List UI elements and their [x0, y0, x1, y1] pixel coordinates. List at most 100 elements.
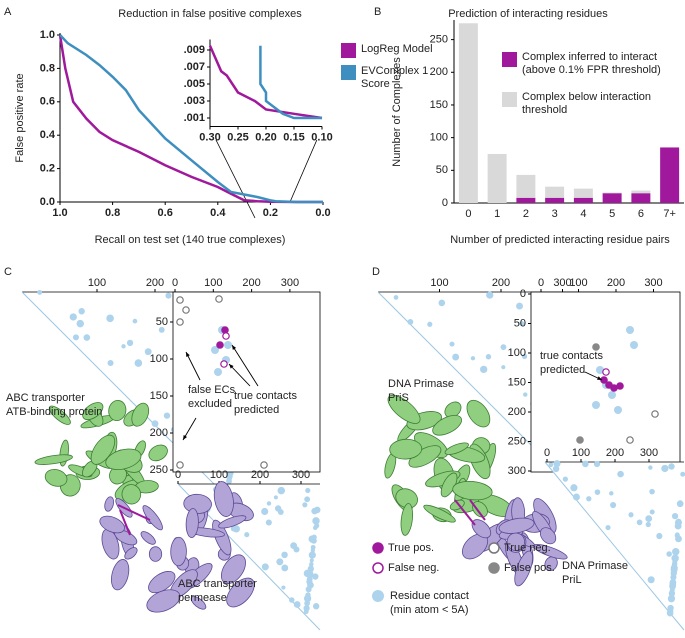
arrow-head [183, 435, 188, 440]
contact-dot [276, 558, 284, 566]
annotation: true contacts [234, 390, 297, 402]
contact-dot [570, 484, 578, 492]
protein-helix [389, 438, 423, 460]
legend-label: Residue contact [390, 590, 469, 602]
contact-dot [656, 532, 663, 540]
legend-label-box: Complex below interaction threshold [522, 91, 652, 116]
protein-helix [226, 577, 255, 608]
contact-dot [165, 292, 172, 299]
protein-helix [121, 484, 142, 505]
contact-dot [480, 365, 488, 374]
bar [602, 193, 622, 203]
contact-dot [594, 489, 601, 495]
y-tick-label: 0.2 [40, 163, 55, 175]
contact-dot [308, 551, 316, 559]
map-tick-label: 100 [150, 353, 168, 365]
inset-bg [186, 38, 326, 140]
contact-marker [176, 461, 184, 469]
contact-dot [649, 488, 655, 495]
series-line [59, 34, 323, 204]
contact-dot [158, 326, 165, 333]
contact-dot [628, 512, 634, 518]
contact-dot [553, 460, 561, 468]
protein-helix [472, 501, 488, 518]
legend-label: Complex below interaction threshold [522, 91, 652, 116]
contact-dot [106, 314, 114, 323]
contact-dot [72, 334, 79, 341]
arrow-head [229, 364, 234, 369]
map-tick-label: 300 [281, 277, 299, 289]
y-tick-label: 50 [436, 164, 448, 176]
bar [573, 188, 593, 198]
contact-dot [37, 289, 43, 295]
map-tick-label: 200 [607, 277, 625, 289]
protein-helix [220, 554, 246, 585]
protein-label: ABC transporter [6, 392, 85, 404]
contact-dot [596, 366, 604, 374]
protein-helix [34, 454, 73, 465]
legend-marker [488, 542, 500, 554]
contact-marker [215, 295, 223, 303]
annotation: excluded [188, 398, 232, 410]
contact-dot [265, 519, 272, 526]
protein-helix [140, 531, 156, 545]
contact-dot [312, 603, 320, 610]
bar [458, 23, 478, 204]
map-tick-label: 200 [606, 447, 624, 459]
bar [602, 192, 622, 194]
contact-marker [176, 296, 184, 304]
annotation: predicted [234, 404, 279, 416]
contact-dot [69, 313, 77, 321]
x-tick-label: 2 [523, 208, 529, 220]
contact-dot [548, 462, 554, 468]
contact-dot [661, 464, 669, 473]
map-tick-label: 300 [644, 277, 662, 289]
protein-label: ATB-binding protein [6, 406, 102, 418]
protein-helix [514, 550, 534, 587]
contact-dot [261, 507, 269, 515]
legend-label: False pos. [504, 562, 555, 574]
map-tick-label: 100 [210, 469, 228, 481]
contact-marker [592, 343, 600, 351]
contact-marker [651, 410, 659, 418]
map-tick-label: 200 [492, 277, 510, 289]
contact-dot [636, 519, 643, 526]
map-diagonal [21, 291, 251, 521]
map-tick-label: 100 [430, 277, 448, 289]
x-tick-label: 0.15 [283, 131, 304, 143]
contact-dot [647, 576, 655, 584]
bar [660, 147, 680, 203]
contact-dot [309, 558, 314, 563]
map-tick-label: 250 [150, 464, 168, 476]
contact-dot [672, 547, 680, 556]
y-tick-label: 0.4 [40, 129, 56, 141]
x-tick-label: 1.0 [52, 207, 67, 219]
contact-marker [602, 368, 610, 376]
contact-dot [266, 501, 272, 506]
protein-helix [108, 400, 127, 422]
inset-connector [209, 127, 256, 219]
bar [516, 174, 536, 198]
contact-dot [230, 525, 237, 532]
map-tick-label: 150 [150, 390, 168, 402]
contact-dot [307, 571, 313, 577]
protein-helix [498, 517, 535, 534]
legend-label-box: LogReg Model [361, 43, 433, 55]
contact-dot [288, 597, 295, 603]
contact-dot [76, 319, 84, 328]
contact-dot [305, 597, 310, 602]
legend-label: Complex inferred to interact (above 0.1%… [522, 51, 661, 76]
protein-helix [432, 414, 463, 436]
inset-connector [289, 127, 323, 203]
map-tick-label: 300 [553, 277, 571, 289]
x-axis-label: Recall on test set (140 true complexes) [95, 234, 286, 246]
protein-label: ABC transporter [178, 578, 257, 590]
protein-label: DNA Primase [388, 378, 454, 390]
contact-dot [521, 353, 528, 359]
protein-helix [213, 481, 234, 517]
protein-helix [90, 434, 116, 465]
contact-dot [78, 308, 85, 315]
contact-marker [260, 461, 268, 469]
contact-marker [626, 436, 634, 444]
bar [516, 197, 536, 203]
